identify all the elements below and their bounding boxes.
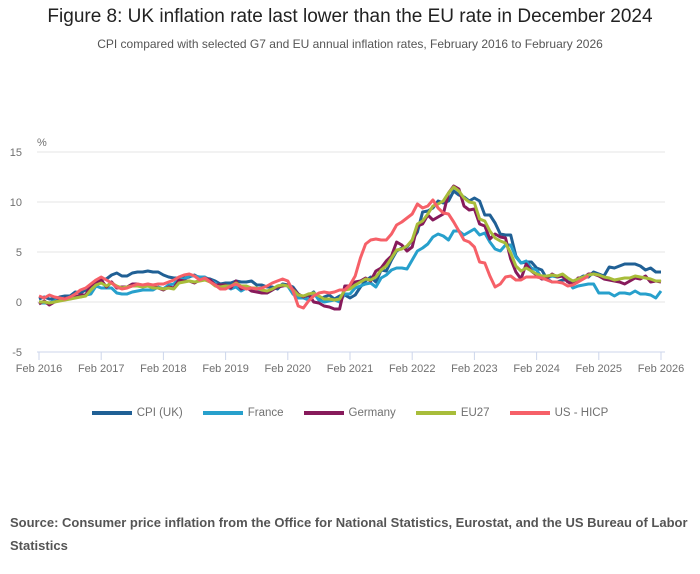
legend-item[interactable]: CPI (UK) <box>91 407 183 419</box>
x-tick-label: Feb 2025 <box>576 363 622 375</box>
series-lines <box>38 184 663 311</box>
legend-swatch <box>202 411 243 415</box>
x-tick-label: Feb 2021 <box>327 363 373 375</box>
legend-swatch <box>415 411 456 415</box>
source-note: Source: Consumer price inflation from th… <box>10 515 688 553</box>
legend-label: US - HICP <box>554 407 609 419</box>
legend-swatch <box>91 411 132 415</box>
legend: CPI (UK) France Germany EU27 US - HICP <box>0 407 700 419</box>
legend-swatch <box>303 411 344 415</box>
x-tick-label: Feb 2024 <box>513 363 559 375</box>
x-tick-label: Feb 2018 <box>140 363 186 375</box>
x-tick-label: Feb 2019 <box>202 363 248 375</box>
legend-label: CPI (UK) <box>136 407 183 419</box>
legend-item[interactable]: France <box>202 407 284 419</box>
chart-title: Figure 8: UK inflation rate last lower t… <box>47 6 653 27</box>
series-line-eu27[interactable] <box>39 185 661 305</box>
x-tick-label: Feb 2020 <box>265 363 311 375</box>
x-axis: Feb 2016 Feb 2017 Feb 2018 Feb 2019 Feb 2020… <box>16 352 684 375</box>
y-axis: 15 10 5 0 -5 <box>10 147 22 359</box>
y-tick-label: 15 <box>10 147 22 159</box>
legend-label: France <box>247 407 284 419</box>
x-tick-label: Feb 2016 <box>16 363 62 375</box>
series-line-france[interactable] <box>39 227 663 305</box>
x-tick-label: Feb 2017 <box>78 363 124 375</box>
y-tick-label: 10 <box>10 197 22 209</box>
x-tick-label: Feb 2026 <box>638 363 684 375</box>
legend-label: Germany <box>348 407 396 419</box>
legend-item[interactable]: EU27 <box>415 407 490 419</box>
legend-swatch <box>509 411 550 415</box>
x-tick-label: Feb 2022 <box>389 363 435 375</box>
legend-item[interactable]: Germany <box>303 407 396 419</box>
y-tick-label: -5 <box>12 347 22 359</box>
x-tick-label: Feb 2023 <box>451 363 497 375</box>
series-line-us-hicp[interactable] <box>38 198 590 310</box>
chart-subtitle: CPI compared with selected G7 and EU ann… <box>97 37 603 51</box>
legend-label: EU27 <box>460 407 490 419</box>
legend-item[interactable]: US - HICP <box>509 407 609 419</box>
y-tick-label: 0 <box>16 297 22 309</box>
y-tick-label: 5 <box>16 247 22 259</box>
y-axis-unit-label: % <box>37 137 47 149</box>
gridlines <box>37 151 665 353</box>
